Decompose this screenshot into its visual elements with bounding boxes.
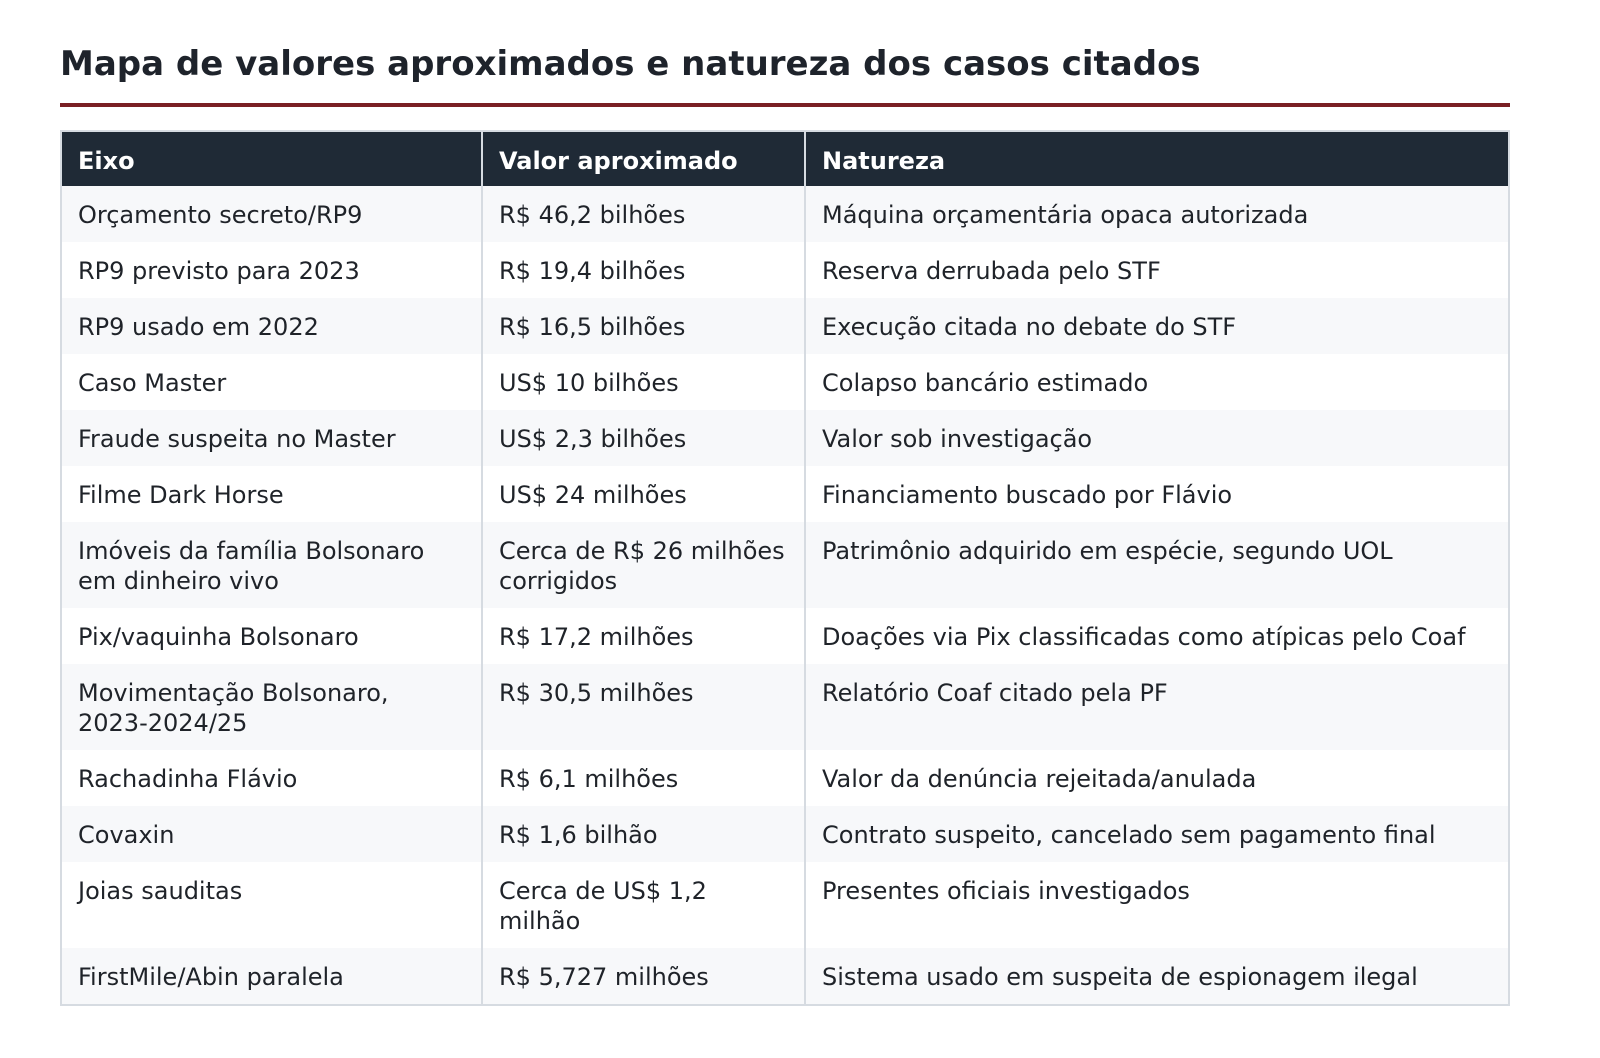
table-row: RP9 previsto para 2023 R$ 19,4 bilhões Res… [61, 242, 1509, 298]
table-cell: Filme Dark Horse [61, 466, 482, 522]
table-cell: Relatório Coaf citado pela PF [804, 664, 1509, 750]
column-header: Valor aproximado [481, 131, 805, 186]
table-cell: Imóveis da família Bolsonaro em dinheiro… [61, 522, 482, 608]
table-row: Orçamento secreto/RP9 R$ 46,2 bilhões Máqu… [61, 186, 1509, 242]
column-header: Eixo [61, 131, 482, 186]
table-cell: Presentes oficiais investigados [804, 862, 1509, 948]
table-cell: Doações via Pix classificadas como atípi… [804, 608, 1509, 664]
table-cell: Caso Master [61, 354, 482, 410]
table-cell: Patrimônio adquirido em espécie, segundo… [804, 522, 1509, 608]
table-cell: Reserva derrubada pelo STF [804, 242, 1509, 298]
table-cell: Joias sauditas [61, 862, 482, 948]
table-cell: R$ 6,1 milhões [481, 750, 805, 806]
table-cell: R$ 16,5 bilhões [481, 298, 805, 354]
table-row: Covaxin R$ 1,6 bilhão Contrato suspeito, c… [61, 806, 1509, 862]
table-cell: Sistema usado em suspeita de espionagem … [804, 948, 1509, 1005]
table-cell: US$ 24 milhões [481, 466, 805, 522]
table-cell: Máquina orçamentária opaca autorizada [804, 186, 1509, 242]
title: Mapa de valores aproximados e natureza d… [60, 44, 1201, 84]
column-header: Natureza [804, 131, 1509, 186]
table-cell: Pix/vaquinha Bolsonaro [61, 608, 482, 664]
table-cell: RP9 previsto para 2023 [61, 242, 482, 298]
table-row: Rachadinha Flávio R$ 6,1 milhões Valor da … [61, 750, 1509, 806]
table-cell: US$ 2,3 bilhões [481, 410, 805, 466]
table-cell: Valor sob investigação [804, 410, 1509, 466]
table-cell: R$ 19,4 bilhões [481, 242, 805, 298]
header-row: Eixo Valor aproximado Natureza [61, 131, 1509, 186]
table-cell: Colapso bancário estimado [804, 354, 1509, 410]
table-cell: FirstMile/Abin paralela [61, 948, 482, 1005]
table-row: Pix/vaquinha Bolsonaro R$ 17,2 milhões Doa… [61, 608, 1509, 664]
table-cell: Contrato suspeito, cancelado sem pagamen… [804, 806, 1509, 862]
table-cell: US$ 10 bilhões [481, 354, 805, 410]
table-cell: Financiamento buscado por Flávio [804, 466, 1509, 522]
table-cell: R$ 17,2 milhões [481, 608, 805, 664]
table-cell: Fraude suspeita no Master [61, 410, 482, 466]
table-cell: Movimentação Bolsonaro, 2023-2024/25 [61, 664, 482, 750]
table-cell: Execução citada no debate do STF [804, 298, 1509, 354]
title-rule [60, 103, 1510, 107]
table-body: Orçamento secreto/RP9 R$ 46,2 bilhões Máqu… [61, 186, 1509, 1005]
table-row: Joias sauditas Cerca de US$ 1,2 milhão Pre… [61, 862, 1509, 948]
table-cell: R$ 30,5 milhões [481, 664, 805, 750]
table-cell: RP9 usado em 2022 [61, 298, 482, 354]
table-cell: R$ 1,6 bilhão [481, 806, 805, 862]
table-cell: Cerca de US$ 1,2 milhão [481, 862, 805, 948]
table-row: Fraude suspeita no Master US$ 2,3 bilhões… [61, 410, 1509, 466]
table-row: FirstMile/Abin paralela R$ 5,727 milhões S… [61, 948, 1509, 1005]
table: Eixo Valor aproximado Natureza Orçamento s… [60, 130, 1510, 1006]
table-row: RP9 usado em 2022 R$ 16,5 bilhões Execução… [61, 298, 1509, 354]
table-cell: Orçamento secreto/RP9 [61, 186, 482, 242]
table-cell: Valor da denúncia rejeitada/anulada [804, 750, 1509, 806]
table-cell: Covaxin [61, 806, 482, 862]
table-cell: Cerca de R$ 26 milhões corrigidos [481, 522, 805, 608]
table-row: Movimentação Bolsonaro, 2023-2024/25 R$ 3… [61, 664, 1509, 750]
table-row: Caso Master US$ 10 bilhões Colapso bancári… [61, 354, 1509, 410]
table-cell: R$ 46,2 bilhões [481, 186, 805, 242]
table-row: Imóveis da família Bolsonaro em dinheiro… [61, 522, 1509, 608]
table-row: Filme Dark Horse US$ 24 milhões Financiame… [61, 466, 1509, 522]
table-cell: R$ 5,727 milhões [481, 948, 805, 1005]
table-cell: Rachadinha Flávio [61, 750, 482, 806]
